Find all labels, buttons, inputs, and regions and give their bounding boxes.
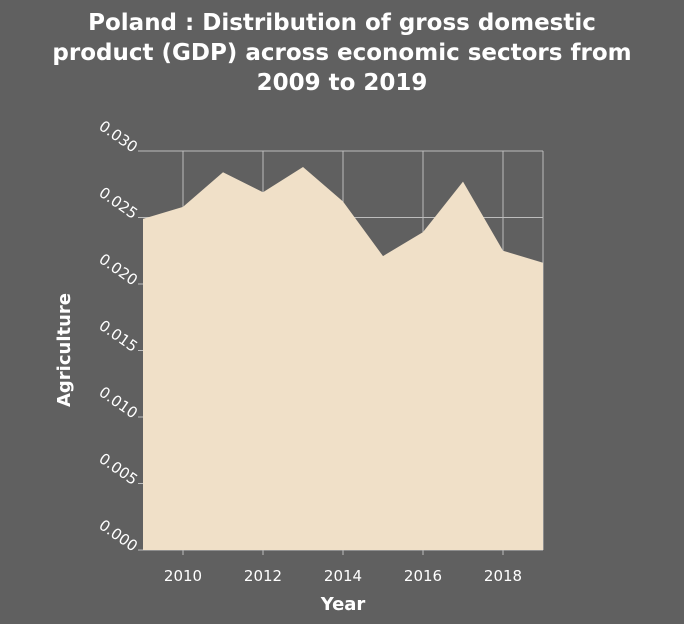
y-tick-label-3: 0.015 [96, 316, 142, 355]
chart-title: Poland : Distribution of gross domestic … [52, 10, 631, 96]
y-tick-label-1: 0.005 [96, 449, 142, 488]
x-tick-label-2014: 2014 [324, 567, 362, 585]
y-axis-ticks: 0.000 0.005 0.010 0.015 0.020 0.025 0.030 [96, 117, 142, 555]
x-axis-title: Year [320, 594, 366, 615]
y-tick-label-5: 0.025 [96, 183, 142, 222]
chart-title-line-2: product (GDP) across economic sectors fr… [52, 40, 631, 66]
y-tick-label-0: 0.000 [96, 516, 142, 555]
area-series-fill [143, 166, 543, 550]
area-series [143, 166, 543, 550]
x-axis-ticks: 2010 2012 2014 2016 2018 [164, 550, 522, 585]
x-tick-label-2012: 2012 [244, 567, 282, 585]
y-axis-title: Agriculture [54, 293, 75, 407]
x-tick-label-2010: 2010 [164, 567, 202, 585]
chart-title-line-3: 2009 to 2019 [257, 70, 428, 96]
y-tick-label-2: 0.010 [96, 383, 142, 422]
y-tick-label-6: 0.030 [96, 117, 142, 156]
x-tick-label-2018: 2018 [484, 567, 522, 585]
y-tick-label-4: 0.020 [96, 250, 142, 289]
chart-title-line-1: Poland : Distribution of gross domestic [88, 10, 596, 36]
x-tick-label-2016: 2016 [404, 567, 442, 585]
